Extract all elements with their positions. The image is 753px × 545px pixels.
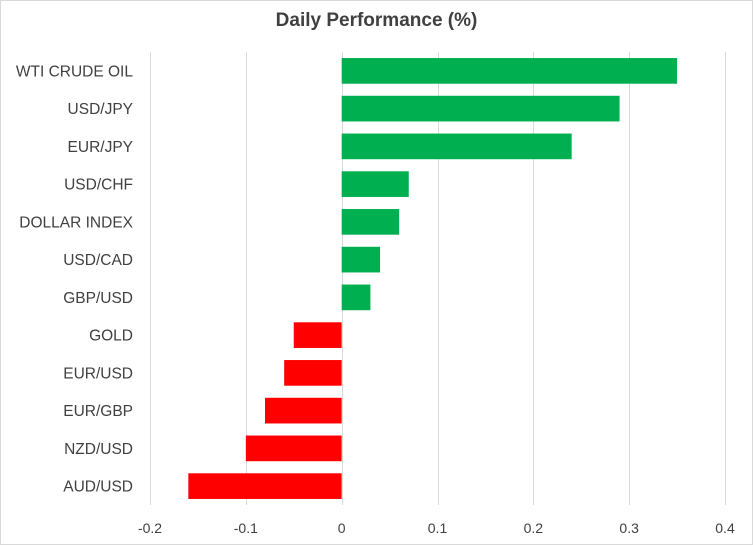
gridlines: [150, 52, 726, 505]
category-label: USD/CAD: [63, 252, 133, 269]
bar: [341, 133, 572, 160]
x-tick-label: -0.1: [234, 520, 258, 536]
category-label: WTI CRUDE OIL: [16, 63, 133, 80]
bar: [341, 58, 678, 84]
category-label: EUR/USD: [63, 365, 133, 382]
bar: [188, 473, 342, 499]
bar: [265, 397, 342, 424]
bar: [341, 284, 371, 311]
bar: [341, 95, 620, 122]
category-label: USD/CHF: [64, 177, 133, 194]
x-tick-label: 0.1: [428, 520, 448, 536]
x-tick-label: 0.2: [524, 520, 544, 536]
category-label: NZD/USD: [64, 441, 133, 458]
bar: [341, 246, 380, 273]
category-label: EUR/JPY: [68, 139, 133, 156]
x-tick-label: 0.4: [715, 520, 735, 536]
category-label: GBP/USD: [63, 290, 133, 307]
bar: [341, 209, 400, 235]
x-tick-labels: -0.2 -0.1 0 0.1 0.2 0.3 0.4: [138, 520, 735, 536]
bar: [284, 360, 342, 386]
x-tick-label: 0.3: [619, 520, 639, 536]
category-label: USD/JPY: [68, 101, 133, 118]
category-label: EUR/GBP: [63, 403, 133, 420]
bars: [188, 58, 678, 499]
category-label: GOLD: [89, 328, 133, 345]
bar: [341, 171, 409, 197]
chart-title: Daily Performance (%): [275, 10, 478, 31]
category-labels: WTI CRUDE OIL USD/JPY EUR/JPY USD/CHF DOLLAR…: [16, 63, 134, 495]
bar: [293, 322, 342, 348]
x-tick-label: 0: [338, 520, 346, 536]
category-label: AUD/USD: [63, 479, 133, 496]
x-tick-label: -0.2: [138, 520, 162, 536]
bar: [245, 435, 342, 462]
category-label: DOLLAR INDEX: [19, 214, 133, 231]
